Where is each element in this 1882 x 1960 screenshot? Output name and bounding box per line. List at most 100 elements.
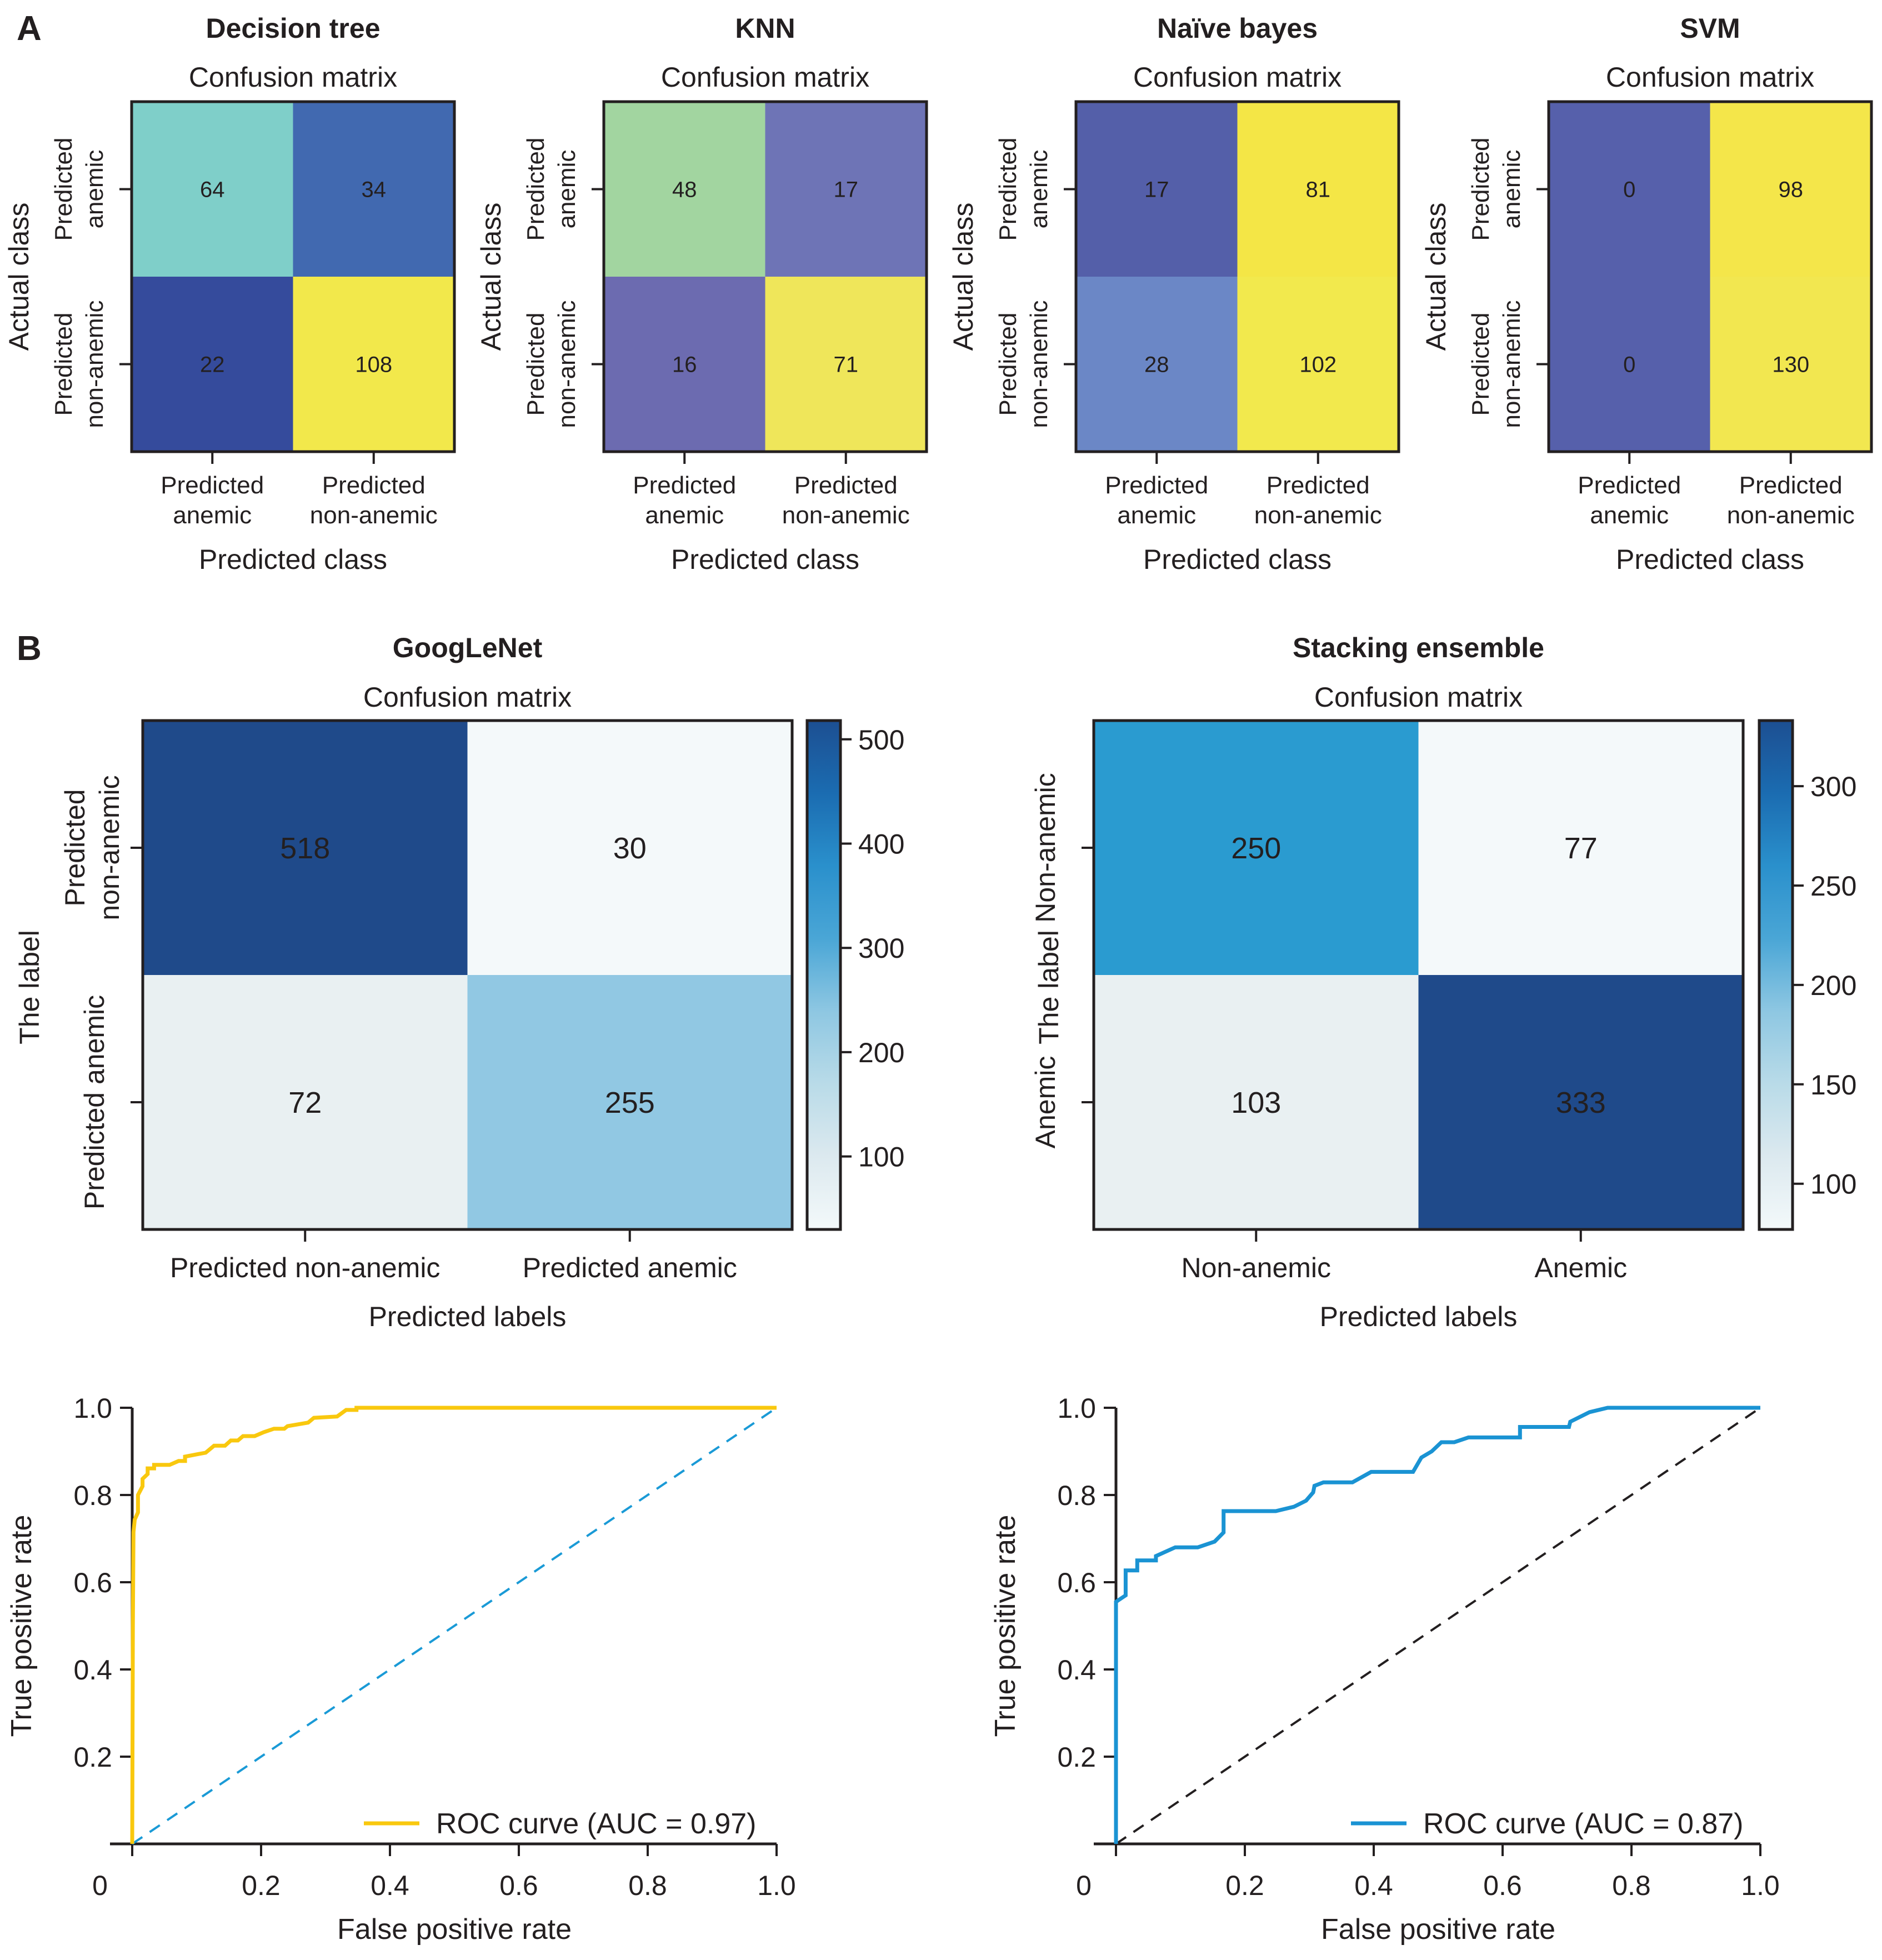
x-tick-label: Predicted — [1578, 472, 1681, 499]
cell-value: 102 — [1299, 353, 1337, 377]
y-tick-label: Predicted — [50, 138, 77, 241]
cell-value: 28 — [1144, 353, 1169, 377]
matrix-frame — [1547, 100, 1873, 453]
matrix-cell — [1094, 975, 1419, 1229]
x-axis-label: Predicted labels — [369, 1301, 567, 1332]
y-tick-label: non-anemic — [553, 301, 580, 428]
decision-tree-confusion-matrix: Decision tree Confusion matrix 64 34 22 108 Pr… — [3, 13, 456, 575]
x-tick-label: Predicted — [1267, 472, 1370, 499]
colorbar-tick-label: 500 — [858, 724, 904, 756]
matrix-cell — [143, 721, 468, 975]
model-title: Stacking ensemble — [1293, 632, 1544, 663]
legend-label: ROC curve (AUC = 0.87) — [1423, 1808, 1744, 1840]
x-tick-label: 0.2 — [1225, 1870, 1264, 1901]
x-tick-label: 0 — [1076, 1870, 1092, 1901]
y-tick-label: anemic — [81, 150, 108, 229]
googlenet-roc-chart: 0 0.2 0.4 0.6 0.8 1.0 0.2 0.4 0.6 0.8 1.0 False pos… — [6, 1393, 796, 1946]
cell-value: 81 — [1306, 178, 1331, 202]
x-tick-label: anemic — [1117, 502, 1196, 529]
x-axis-label: False positive rate — [337, 1913, 572, 1946]
matrix-cell — [604, 102, 765, 277]
colorbar-tick-label: 200 — [858, 1037, 904, 1068]
cell-value: 48 — [672, 178, 697, 202]
legend-label: ROC curve (AUC = 0.97) — [436, 1808, 757, 1840]
y-tick-label: 0.6 — [1057, 1567, 1096, 1598]
panel-a-letter: A — [17, 9, 42, 48]
y-tick-label: Predicted — [50, 313, 77, 416]
cell-value: 0 — [1623, 353, 1635, 377]
y-tick-label: non-anemic — [1025, 301, 1053, 428]
matrix-cell — [467, 721, 792, 975]
colorbar-tick-label: 300 — [1810, 771, 1856, 802]
y-tick-label: non-anemic — [1498, 301, 1525, 428]
matrix-cell — [765, 102, 927, 277]
y-axis-label: The label — [14, 930, 45, 1044]
y-tick-label: Predicted — [1467, 313, 1494, 416]
matrix-cell — [1418, 721, 1743, 975]
y-tick-label: anemic — [1025, 150, 1053, 229]
colorbar-tick-label: 150 — [1810, 1069, 1856, 1101]
chance-diagonal-line — [131, 1407, 778, 1845]
cell-value: 0 — [1623, 178, 1635, 202]
cell-value: 103 — [1231, 1086, 1281, 1119]
y-tick-label: 1.0 — [73, 1393, 112, 1424]
x-tick-label: non-anemic — [1727, 502, 1855, 529]
y-axis-label: True positive rate — [6, 1515, 38, 1737]
y-tick-label: Predicted — [59, 789, 91, 906]
matrix-cell — [1549, 102, 1710, 277]
x-tick-label: 0.2 — [242, 1870, 281, 1901]
y-tick-label: 0.8 — [73, 1480, 112, 1511]
y-axis-label: Actual class — [1420, 203, 1451, 351]
colorbar-tick-label: 200 — [1810, 970, 1856, 1001]
colorbar — [805, 719, 842, 1231]
x-tick-label: 0.4 — [371, 1870, 409, 1901]
cell-value: 16 — [672, 353, 697, 377]
x-axis-label: Predicted labels — [1320, 1301, 1518, 1332]
x-tick-label: anemic — [173, 502, 252, 529]
matrix-cell — [1094, 721, 1419, 975]
x-tick-label: Predicted — [161, 472, 264, 499]
x-tick-label: anemic — [645, 502, 724, 529]
cell-value: 518 — [280, 832, 330, 865]
x-tick-label: Predicted — [1739, 472, 1843, 499]
y-tick-label: Non-anemic — [1030, 773, 1061, 923]
cell-value: 17 — [834, 178, 859, 202]
y-tick-label: non-anemic — [81, 301, 108, 428]
matrix-cell — [1237, 102, 1399, 277]
stacking-ensemble-roc-chart: 0 0.2 0.4 0.6 0.8 1.0 0.2 0.4 0.6 0.8 1.0 False pos… — [989, 1393, 1780, 1946]
x-tick-label: Predicted — [1105, 472, 1208, 499]
colorbar-tick-label: 400 — [858, 828, 904, 859]
x-tick-label: Predicted — [633, 472, 736, 499]
x-tick-label: non-anemic — [310, 502, 438, 529]
x-tick-label: non-anemic — [782, 502, 910, 529]
colorbar-tick-label: 100 — [858, 1142, 904, 1173]
y-tick-label: 0.2 — [73, 1742, 112, 1773]
y-tick-label: Anemic — [1030, 1056, 1061, 1149]
y-tick-label: Predicted anemic — [79, 995, 110, 1209]
x-tick-label: 0.6 — [1483, 1870, 1522, 1901]
cell-value: 108 — [355, 353, 392, 377]
y-tick-label: 0.4 — [1057, 1654, 1096, 1686]
stacking-ensemble-confusion-matrix: Stacking ensemble Confusion matrix 250 77 10… — [1030, 632, 1856, 1332]
chart-title: Confusion matrix — [363, 682, 572, 713]
matrix-cell — [1710, 277, 1871, 452]
chart-title: Confusion matrix — [661, 62, 869, 93]
x-tick-label: Predicted anemic — [523, 1252, 737, 1283]
cell-value: 77 — [1564, 832, 1598, 865]
y-tick-label: 1.0 — [1057, 1393, 1096, 1424]
x-tick-label: Non-anemic — [1181, 1252, 1331, 1283]
chart-title: Confusion matrix — [1133, 62, 1342, 93]
colorbar — [1758, 719, 1794, 1231]
x-tick-label: 0.8 — [1612, 1870, 1651, 1901]
y-axis-label: True positive rate — [989, 1515, 1022, 1737]
cell-value: 17 — [1144, 178, 1169, 202]
googlenet-confusion-matrix: GoogLeNet Confusion matrix 518 30 72 255 Predi… — [14, 632, 904, 1332]
cell-value: 255 — [605, 1086, 655, 1119]
x-axis-label: False positive rate — [1321, 1913, 1555, 1946]
roc-curve-line — [1114, 1406, 1760, 1844]
y-tick-label: Predicted — [994, 313, 1022, 416]
x-tick-label: 1.0 — [1741, 1870, 1780, 1901]
matrix-cell — [604, 277, 765, 452]
matrix-cell — [143, 975, 468, 1229]
